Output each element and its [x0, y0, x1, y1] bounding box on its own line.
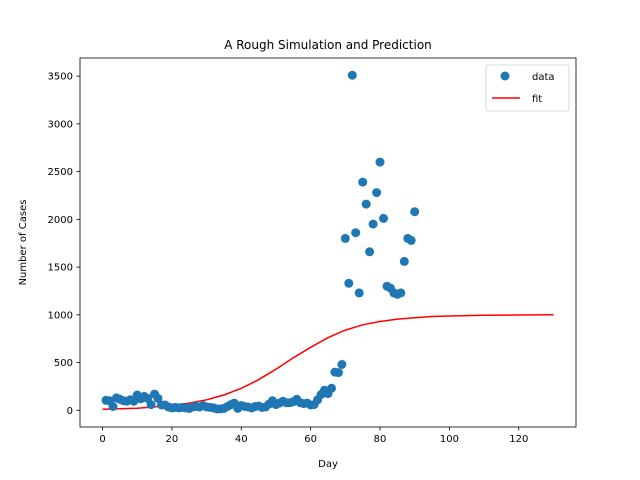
y-ticks: 0 500 1000 1500 2000 2500 3000 3500: [48, 72, 80, 417]
data-point: [354, 288, 364, 298]
data-point: [153, 393, 163, 403]
y-tick-label: 1500: [48, 263, 73, 274]
legend-data-label: data: [532, 72, 555, 83]
data-point: [337, 360, 347, 369]
data-point: [368, 219, 378, 229]
fit-line: [102, 314, 554, 411]
data-point: [379, 213, 388, 223]
data-point: [365, 247, 375, 257]
y-tick-label: 0: [67, 406, 73, 417]
data-point: [399, 256, 409, 266]
x-axis-label: Day: [318, 459, 338, 470]
y-tick-label: 2500: [48, 167, 73, 178]
y-tick-label: 1000: [48, 310, 73, 321]
x-tick-label: 80: [374, 434, 387, 445]
data-point: [344, 278, 354, 288]
chart-title: A Rough Simulation and Prediction: [224, 38, 432, 52]
axes-frame: [79, 57, 577, 428]
data-point: [327, 383, 336, 393]
x-ticks: 0 20 40 60 80 100 120: [99, 427, 528, 445]
data-point: [375, 157, 385, 167]
legend: data fit: [485, 64, 570, 112]
data-point: [340, 233, 350, 243]
x-tick-label: 0: [99, 434, 105, 445]
data-point: [406, 235, 416, 245]
y-tick-label: 3500: [48, 72, 73, 83]
legend-data-marker: [500, 71, 510, 81]
x-tick-label: 60: [304, 434, 317, 445]
x-tick-label: 20: [166, 434, 179, 445]
data-point: [396, 288, 406, 298]
axes: [79, 57, 577, 428]
y-tick-label: 3000: [48, 119, 73, 130]
y-tick-label: 500: [54, 358, 73, 369]
data-point: [410, 207, 420, 217]
data-point: [361, 199, 371, 209]
data-series: [101, 70, 420, 414]
x-tick-label: 120: [509, 434, 528, 445]
data-point: [358, 177, 368, 187]
legend-box: [485, 64, 570, 112]
data-point: [108, 402, 118, 411]
plot-area: [80, 58, 576, 427]
data-point: [351, 228, 361, 238]
legend-fit-label: fit: [532, 94, 542, 105]
x-tick-label: 100: [440, 434, 459, 445]
data-point: [146, 400, 156, 410]
x-tick-label: 40: [235, 434, 248, 445]
data-point: [347, 70, 357, 80]
data-point: [333, 368, 343, 378]
fit-series: [102, 314, 554, 411]
data-point: [372, 188, 382, 198]
y-axis-label: Number of Cases: [18, 200, 29, 286]
y-tick-label: 2000: [48, 215, 73, 226]
